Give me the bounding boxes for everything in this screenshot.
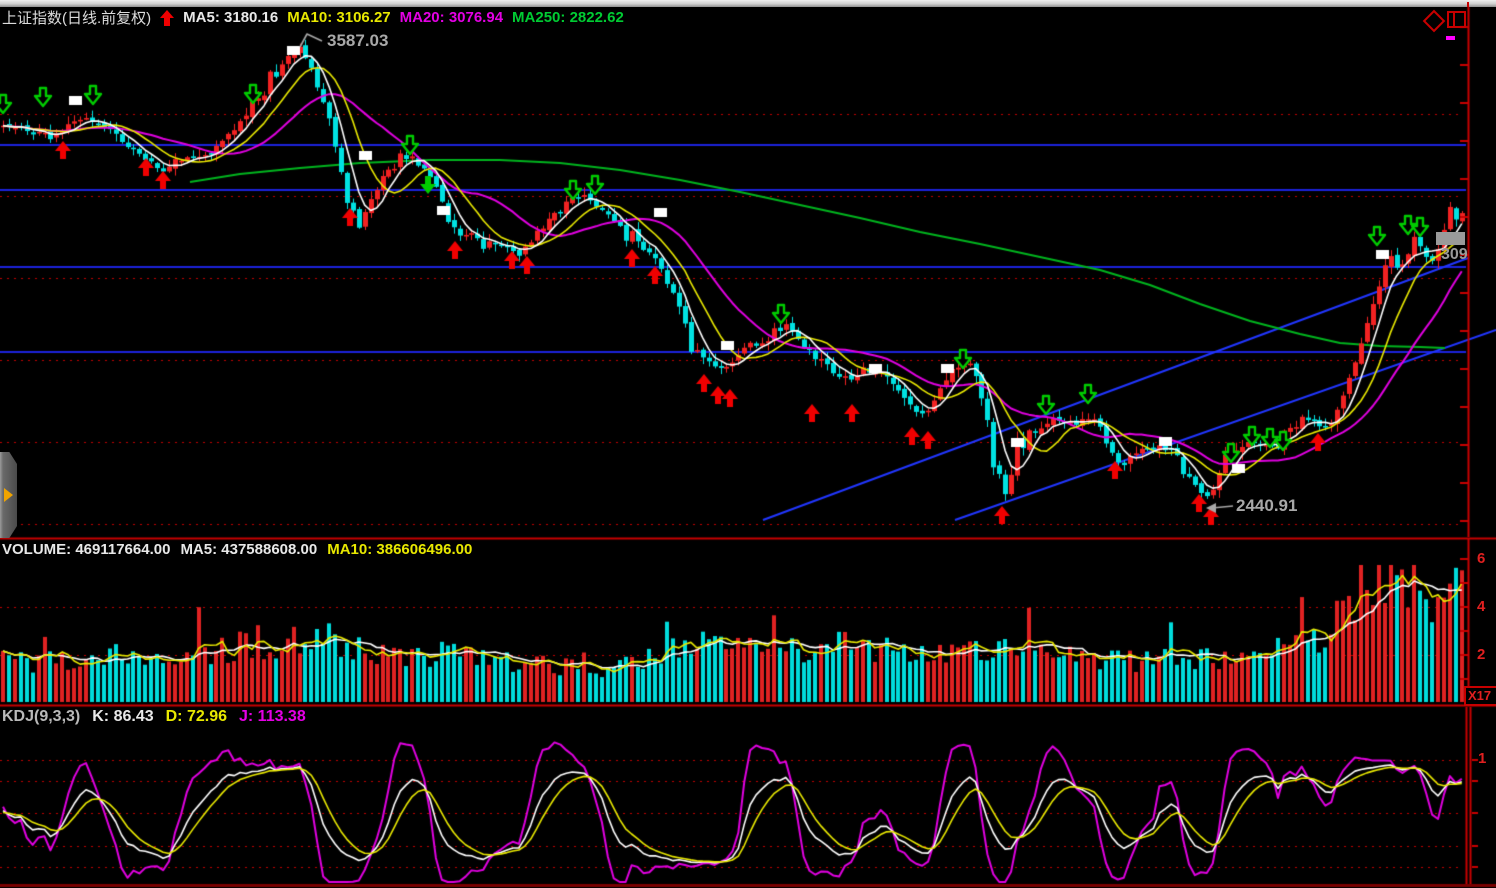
ma20-value: MA20: 3076.94 [399,9,504,26]
window-split-line [1453,13,1455,26]
left-panel-expander[interactable] [0,452,17,538]
window-top-strip [0,0,1496,7]
volume-axis-label-6: 6 [1477,550,1486,567]
kdj-axis-label-100: 1 [1478,750,1487,767]
last-price-tag [1436,232,1465,245]
kdj-header: KDJ(9,3,3) K: 86.43 D: 72.96 J: 113.38 [2,708,306,726]
ma5-value: MA5: 3180.16 [183,9,279,26]
chart-title: 上证指数(日线.前复权) [2,10,152,27]
volume-axis-label-4: 4 [1477,598,1486,615]
kdj-k-value: K: 86.43 [92,708,154,725]
volume-header: VOLUME: 469117664.00 MA5: 437588608.00 M… [2,541,472,558]
up-arrow-icon [160,9,175,26]
kdj-j-value: J: 113.38 [239,708,306,725]
highlight-dash-icon [1446,36,1455,40]
expand-arrow-icon [4,488,13,502]
axis-notch [1467,2,1469,7]
main-chart-header: 上证指数(日线.前复权) MA5: 3180.16 MA10: 3106.27 … [2,7,624,28]
ma10-value: MA10: 3106.27 [287,9,391,26]
volume-value: VOLUME: 469117664.00 [2,541,171,558]
last-price-value: 309 [1441,246,1468,263]
kdj-title: KDJ(9,3,3) [2,708,81,725]
volume-ma5-value: MA5: 437588608.00 [180,541,318,558]
volume-unit-box: X17 [1464,686,1496,706]
low-annotation: 2440.91 [1236,496,1298,515]
volume-axis-label-2: 2 [1477,646,1486,663]
restore-window-icon[interactable] [1447,11,1466,28]
peak-annotation: 3587.03 [327,31,389,50]
kdj-d-value: D: 72.96 [165,708,227,725]
volume-ma10-value: MA10: 386606496.00 [327,541,473,558]
ma250-value: MA250: 2822.62 [512,9,624,26]
